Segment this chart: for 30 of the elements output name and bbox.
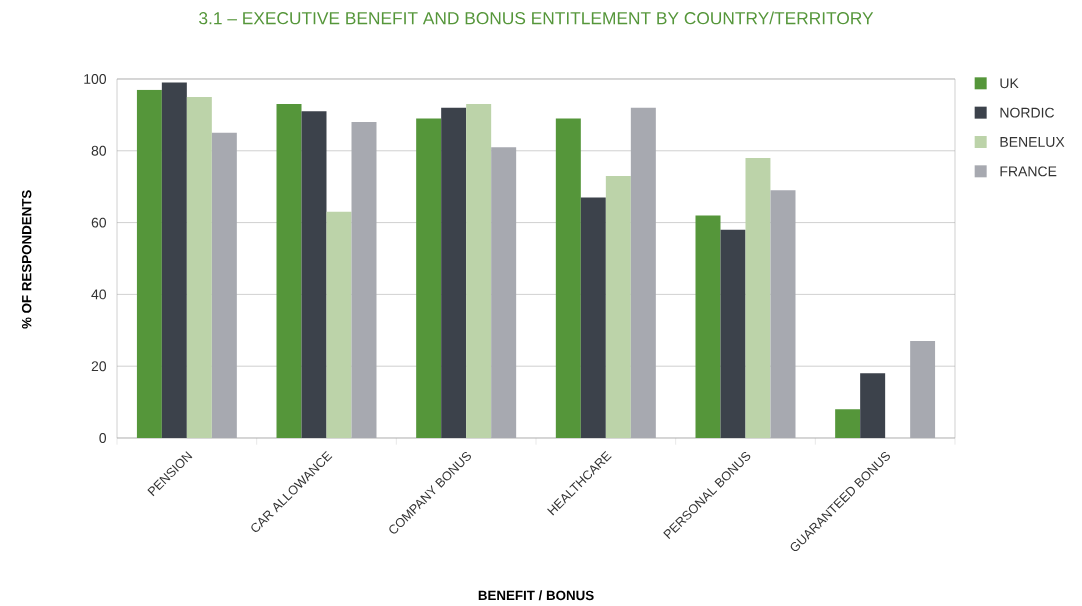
bar [161,82,187,438]
bar [580,197,606,438]
bar [326,211,352,438]
y-tick-label: 80 [91,145,107,156]
bar [605,175,631,438]
bar [136,89,162,438]
bar [186,96,212,438]
y-tick-label: 60 [91,217,107,228]
y-tick-label: 20 [91,361,107,372]
y-axis-title: % OF RESPONDENTS [21,190,32,329]
y-tick-label: 0 [99,433,107,443]
bar [466,104,492,438]
bar [695,215,721,438]
legend-label: FRANCE [1000,166,1057,177]
legend-label: NORDIC [1000,107,1055,118]
bar [416,118,442,438]
chart-title: 3.1 – EXECUTIVE BENEFIT AND BONUS ENTITLEMENT BY COUNTRY/TERRITORY [199,11,874,25]
bar [745,157,771,438]
y-tick-label: 40 [91,289,107,300]
bar [301,111,327,438]
bar [555,118,581,438]
bar [276,104,302,438]
bar [720,229,746,438]
legend-label: UK [1000,78,1019,89]
y-tick-label: 100 [84,74,107,84]
legend-label: BENELUX [1000,137,1065,147]
bar [835,409,861,438]
x-axis-title: BENEFIT / BONUS [478,590,594,601]
bar [441,107,467,438]
bar [860,373,886,438]
